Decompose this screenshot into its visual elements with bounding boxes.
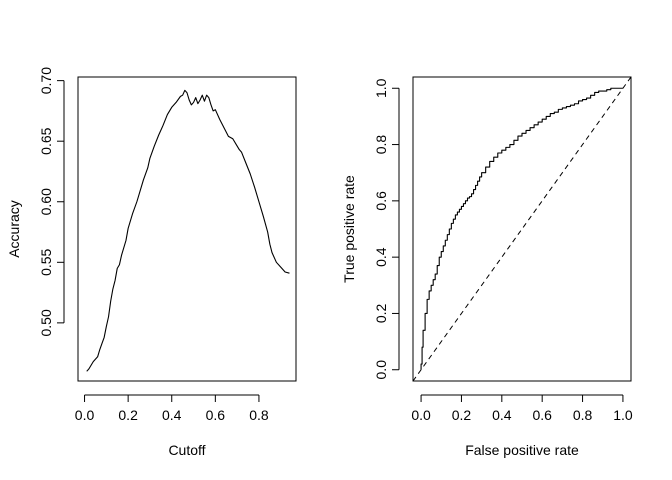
- roc-x-tick-label: 1.0: [613, 407, 633, 423]
- accuracy-y-axis-title: Accuracy: [6, 200, 22, 258]
- accuracy-y-tick-label: 0.65: [38, 127, 54, 154]
- roc-x-tick-label: 0.6: [532, 407, 552, 423]
- accuracy-y-ticks: 0.50 0.55 0.60 0.65 0.70: [38, 67, 64, 336]
- roc-x-tick-label: 0.0: [411, 407, 431, 423]
- roc-x-tick-label: 0.4: [492, 407, 512, 423]
- accuracy-y-tick-label: 0.50: [38, 309, 54, 336]
- roc-x-ticks: 0.0 0.2 0.4 0.6 0.8 1.0: [411, 395, 633, 423]
- roc-x-axis-title: False positive rate: [465, 442, 579, 458]
- roc-plot-frame: [412, 76, 632, 382]
- accuracy-x-tick-label: 0.0: [75, 407, 95, 423]
- accuracy-x-axis-title: Cutoff: [168, 442, 205, 458]
- accuracy-y-tick-label: 0.60: [38, 188, 54, 215]
- accuracy-x-tick-label: 0.6: [206, 407, 226, 423]
- accuracy-x-tick-label: 0.8: [249, 407, 269, 423]
- roc-panel: 0.0 0.2 0.4 0.6 0.8 1.0 0.0 0.2 0.4 0.6 0.8 1.0 Fa…: [341, 76, 633, 458]
- accuracy-y-tick-label: 0.70: [38, 67, 54, 94]
- accuracy-panel: 0.0 0.2 0.4 0.6 0.8 0.50 0.55 0.60 0.65 0.70 Cut…: [6, 67, 297, 458]
- accuracy-y-tick-label: 0.55: [38, 248, 54, 275]
- roc-y-tick-label: 0.6: [373, 191, 389, 211]
- roc-y-tick-label: 1.0: [373, 78, 389, 98]
- roc-series: [412, 76, 632, 382]
- accuracy-x-ticks: 0.0 0.2 0.4 0.6 0.8: [75, 395, 269, 423]
- accuracy-x-tick-label: 0.2: [118, 407, 138, 423]
- roc-y-ticks: 0.0 0.2 0.4 0.6 0.8 1.0: [373, 78, 399, 379]
- accuracy-curve-line: [86, 89, 290, 372]
- roc-curve-line: [420, 87, 623, 370]
- accuracy-x-tick-label: 0.4: [162, 407, 182, 423]
- accuracy-series: [86, 89, 290, 372]
- roc-y-tick-label: 0.8: [373, 135, 389, 155]
- accuracy-plot-frame: [77, 76, 297, 382]
- roc-y-axis-title: True positive rate: [341, 175, 357, 283]
- roc-y-tick-label: 0.0: [373, 360, 389, 380]
- roc-x-tick-label: 0.2: [452, 407, 472, 423]
- roc-y-tick-label: 0.4: [373, 247, 389, 267]
- roc-x-tick-label: 0.8: [573, 407, 593, 423]
- roc-y-tick-label: 0.2: [373, 304, 389, 324]
